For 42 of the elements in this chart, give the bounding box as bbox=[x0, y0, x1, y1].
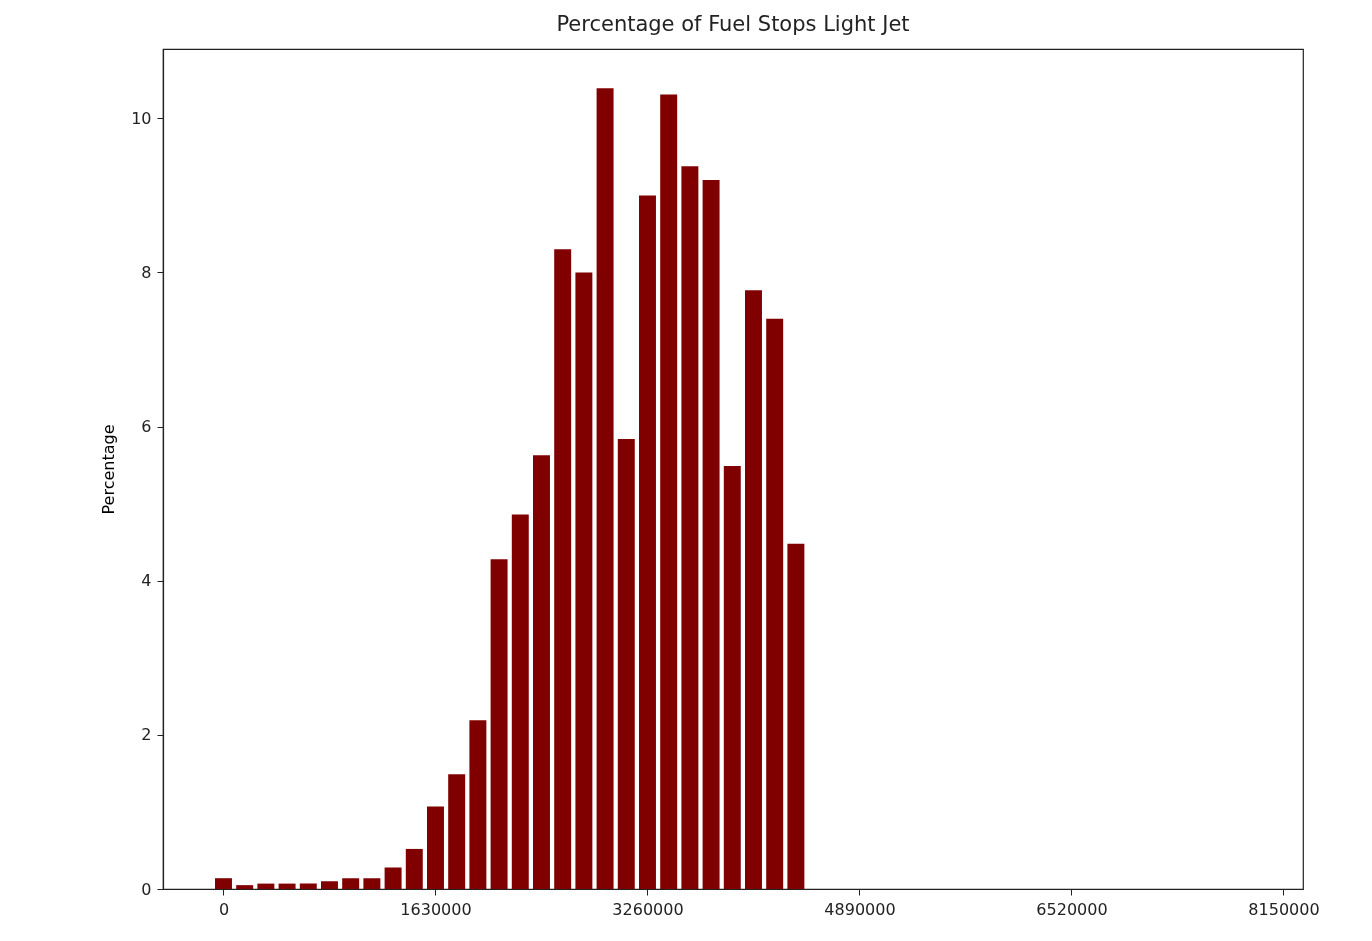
bar bbox=[215, 878, 232, 889]
bar bbox=[236, 885, 254, 889]
bar bbox=[554, 249, 572, 889]
bar bbox=[405, 848, 423, 889]
x-tick-label: 6520000 bbox=[1036, 899, 1108, 919]
y-tick-label: 0 bbox=[141, 879, 152, 899]
chart-title: Percentage of Fuel Stops Light Jet bbox=[556, 12, 910, 36]
bar bbox=[511, 514, 529, 889]
bar bbox=[723, 465, 741, 889]
bar bbox=[745, 290, 762, 889]
y-tick-label: 8 bbox=[141, 262, 152, 282]
bar bbox=[321, 881, 338, 889]
bar bbox=[448, 774, 466, 889]
bar bbox=[575, 272, 593, 889]
x-tick-label: 8150000 bbox=[1248, 899, 1320, 919]
bar bbox=[533, 455, 550, 889]
bar bbox=[299, 883, 317, 889]
bar bbox=[384, 867, 402, 889]
bar bbox=[342, 878, 360, 889]
x-tick-label: 0 bbox=[218, 899, 230, 919]
bar bbox=[702, 180, 720, 889]
x-tick-label: 3260000 bbox=[612, 899, 684, 919]
x-tick-label: 4890000 bbox=[824, 899, 896, 919]
y-tick-label: 10 bbox=[131, 108, 152, 128]
y-axis-title: Percentage bbox=[99, 424, 119, 515]
bar bbox=[363, 878, 381, 889]
y-tick-label: 4 bbox=[141, 571, 152, 591]
bar bbox=[617, 438, 635, 889]
bar bbox=[427, 806, 444, 889]
bar bbox=[681, 166, 699, 889]
x-tick-label: 1630000 bbox=[400, 899, 472, 919]
bar bbox=[469, 720, 487, 889]
bar bbox=[257, 883, 275, 889]
bar bbox=[787, 543, 805, 889]
bar bbox=[766, 318, 784, 889]
bar bbox=[596, 88, 614, 889]
bar bbox=[639, 195, 656, 889]
bar bbox=[660, 94, 678, 889]
bar bbox=[490, 559, 508, 889]
y-tick-label: 2 bbox=[141, 725, 152, 745]
y-tick-label: 6 bbox=[141, 417, 152, 437]
bar bbox=[278, 883, 296, 889]
